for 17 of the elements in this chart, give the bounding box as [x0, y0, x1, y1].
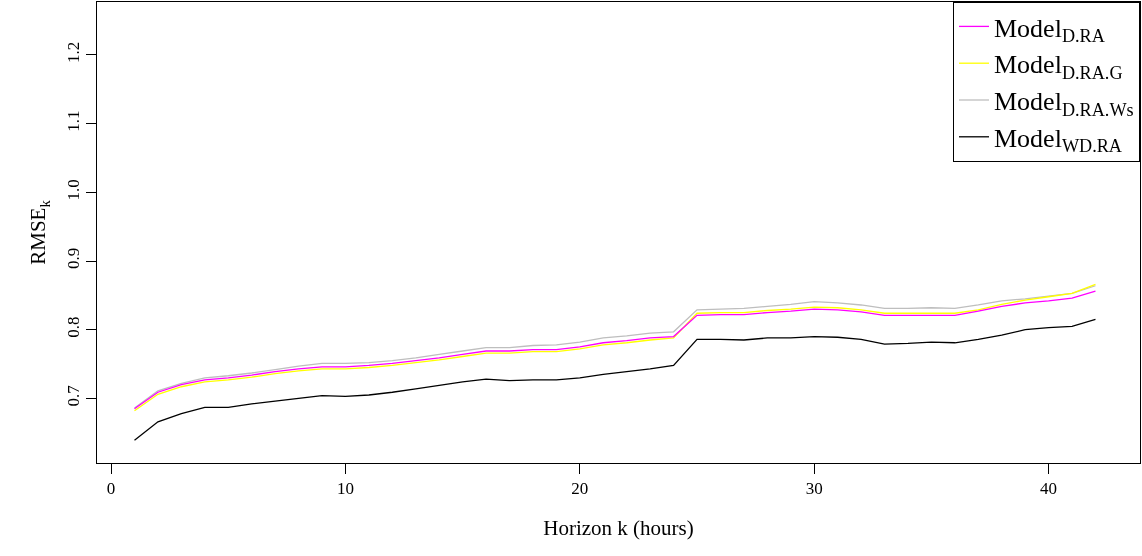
y-tick-label: 1.0	[64, 179, 84, 201]
x-tick-label: 30	[805, 479, 823, 499]
y-tick-label: 0.7	[64, 384, 84, 407]
legend-label: Model$_{D.RA.Ws}$	[994, 87, 1134, 120]
y-tick-label: 1.1	[64, 110, 84, 132]
x-tick-label: 40	[1040, 479, 1058, 499]
y-tick-label: 0.8	[64, 316, 84, 338]
x-tick-label: 20	[571, 479, 589, 499]
y-tick-label: 1.2	[64, 41, 84, 63]
x-tick-label: 0	[106, 479, 116, 499]
legend-label: Model$_{D.RA.G}$	[994, 50, 1123, 83]
line-series	[133, 318, 1097, 441]
legend-label: Model$_{WD.RA}$	[994, 123, 1123, 157]
y-tick-label: 0.9	[64, 247, 84, 270]
legend-label: Model$_{D.RA}$	[994, 13, 1105, 46]
x-tick-label: 10	[336, 479, 354, 499]
x-axis-title: Horizon k (hours)	[543, 515, 694, 540]
